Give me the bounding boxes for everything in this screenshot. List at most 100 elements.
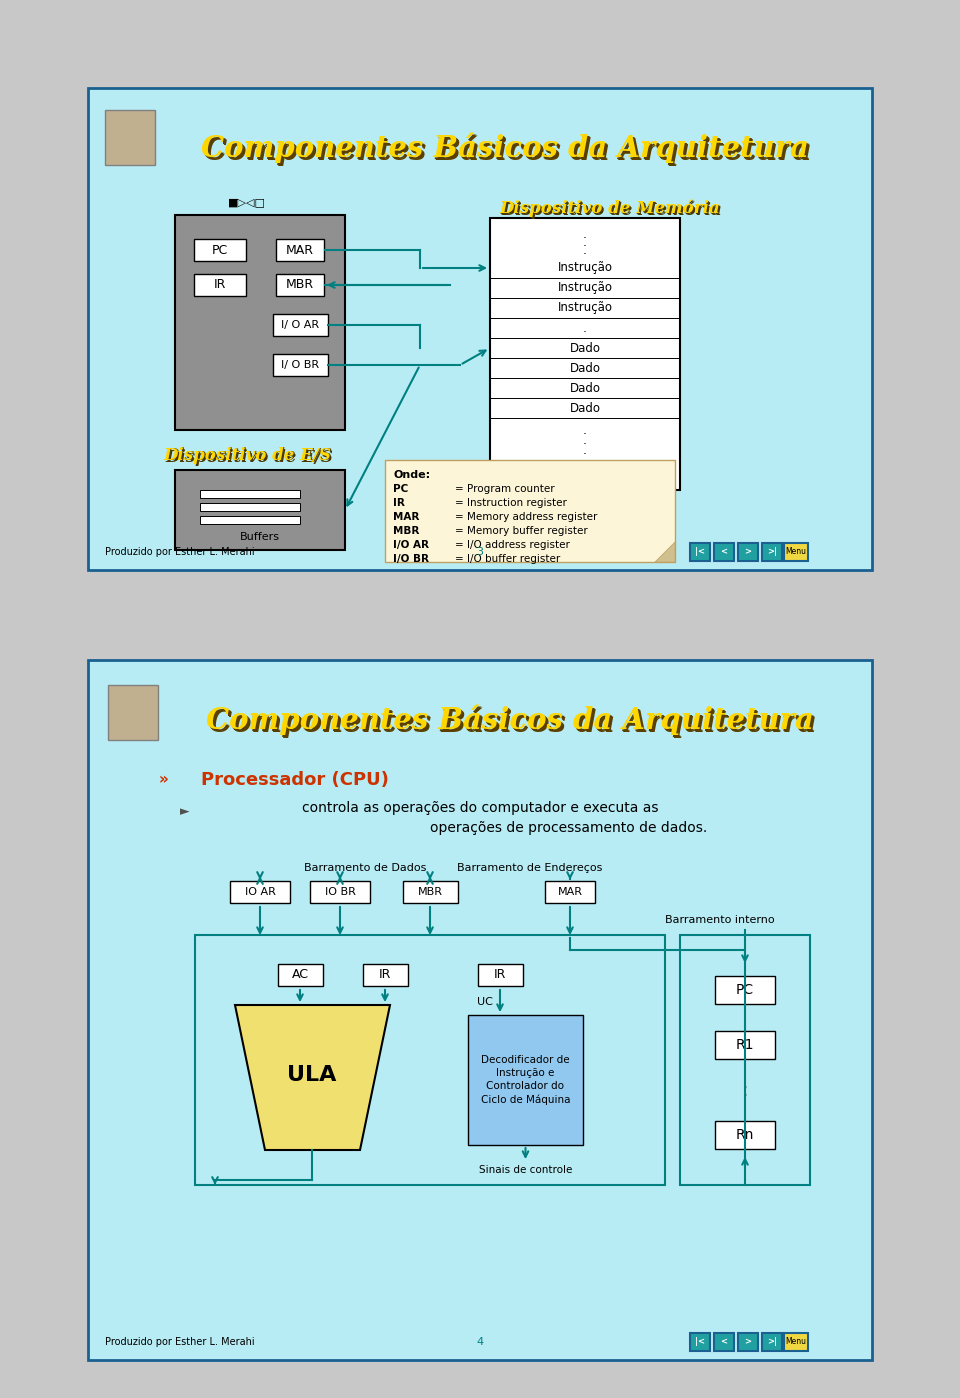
Text: Dispositivo de E/S: Dispositivo de E/S xyxy=(165,449,333,466)
Bar xyxy=(276,239,324,261)
Bar xyxy=(738,1334,758,1350)
Text: Rn: Rn xyxy=(735,1128,755,1142)
Text: Dado: Dado xyxy=(569,382,601,394)
Text: = Program counter: = Program counter xyxy=(455,484,555,493)
Text: Componentes Básicos da Arquitetura: Componentes Básicos da Arquitetura xyxy=(204,136,812,166)
Text: Componentes Básicos da Arquitetura: Componentes Básicos da Arquitetura xyxy=(209,707,817,738)
Bar xyxy=(490,218,680,491)
Polygon shape xyxy=(655,542,675,562)
Text: »: » xyxy=(158,773,168,787)
Text: MAR: MAR xyxy=(558,886,583,898)
Bar xyxy=(477,965,522,986)
Bar xyxy=(277,965,323,986)
Bar xyxy=(680,935,810,1186)
Bar xyxy=(194,274,246,296)
Text: .: . xyxy=(583,322,587,334)
Text: I/O BR: I/O BR xyxy=(393,554,429,563)
Text: PC: PC xyxy=(212,243,228,256)
Text: Dispositivo de Memória: Dispositivo de Memória xyxy=(500,200,721,218)
Bar xyxy=(200,503,300,512)
Bar xyxy=(88,660,872,1360)
Text: Componentes Básicos da Arquitetura: Componentes Básicos da Arquitetura xyxy=(204,134,811,165)
Text: R1: R1 xyxy=(735,1037,755,1053)
Text: Dispositivo de Memória: Dispositivo de Memória xyxy=(499,200,720,217)
Text: Decodificador de
Instrução e
Controlador do
Ciclo de Máquina: Decodificador de Instrução e Controlador… xyxy=(481,1055,570,1106)
Text: = Instruction register: = Instruction register xyxy=(455,498,566,507)
Bar xyxy=(230,881,290,903)
Bar xyxy=(105,110,155,165)
Text: PC: PC xyxy=(393,484,408,493)
Bar xyxy=(273,354,327,376)
Text: .: . xyxy=(583,443,587,457)
Bar xyxy=(690,542,710,561)
Bar xyxy=(273,315,327,336)
Text: Menu: Menu xyxy=(785,1338,806,1346)
Text: IO BR: IO BR xyxy=(324,886,355,898)
Text: = I/O buffer register: = I/O buffer register xyxy=(455,554,561,563)
Bar xyxy=(784,1334,808,1350)
Text: |<: |< xyxy=(695,1338,705,1346)
Bar xyxy=(276,274,324,296)
Text: Componentes Básicos da Arquitetura: Componentes Básicos da Arquitetura xyxy=(201,133,809,164)
Bar xyxy=(402,881,458,903)
Polygon shape xyxy=(235,1005,390,1151)
Bar xyxy=(108,685,158,740)
Text: .: . xyxy=(583,243,587,256)
Text: Onde:: Onde: xyxy=(393,470,430,480)
Bar xyxy=(200,516,300,524)
Text: >|: >| xyxy=(767,548,777,556)
Bar xyxy=(88,88,872,570)
Text: UC: UC xyxy=(477,997,492,1007)
Bar xyxy=(545,881,595,903)
Bar xyxy=(363,965,407,986)
Text: <: < xyxy=(721,1338,728,1346)
Bar xyxy=(690,1334,710,1350)
Text: Buffers: Buffers xyxy=(240,533,280,542)
Text: Componentes Básicos da Arquitetura: Componentes Básicos da Arquitetura xyxy=(206,705,814,735)
Text: MBR: MBR xyxy=(393,526,420,535)
Text: 4: 4 xyxy=(476,1336,484,1348)
Text: >|: >| xyxy=(767,1338,777,1346)
Bar xyxy=(715,1030,775,1060)
Text: Produzido por Esther L. Merahi: Produzido por Esther L. Merahi xyxy=(105,1336,254,1348)
Text: IR: IR xyxy=(493,969,506,981)
Bar xyxy=(200,491,300,498)
Text: |<: |< xyxy=(695,548,705,556)
Text: Menu: Menu xyxy=(785,548,806,556)
Text: >: > xyxy=(745,548,752,556)
Text: <: < xyxy=(721,548,728,556)
Bar xyxy=(714,542,734,561)
Text: Barramento de Dados: Barramento de Dados xyxy=(303,863,426,872)
Text: ULA: ULA xyxy=(287,1065,337,1085)
Text: Dado: Dado xyxy=(569,401,601,414)
Text: operações de processamento de dados.: operações de processamento de dados. xyxy=(430,821,708,835)
Bar xyxy=(784,542,808,561)
Bar xyxy=(310,881,370,903)
Bar xyxy=(762,542,782,561)
Text: Sinais de controle: Sinais de controle xyxy=(479,1165,572,1174)
Text: ■▷◁□: ■▷◁□ xyxy=(228,197,266,207)
Text: MAR: MAR xyxy=(286,243,314,256)
Text: Dispositivo de Memória: Dispositivo de Memória xyxy=(502,201,722,218)
Text: controla as operações do computador e executa as: controla as operações do computador e ex… xyxy=(301,801,659,815)
Text: Instrução: Instrução xyxy=(558,261,612,274)
Text: IR: IR xyxy=(393,498,405,507)
Text: I/ O BR: I/ O BR xyxy=(281,361,319,370)
Bar xyxy=(194,239,246,261)
Text: = Memory address register: = Memory address register xyxy=(455,512,597,521)
Text: I/O AR: I/O AR xyxy=(393,540,429,549)
Text: Processador (CPU): Processador (CPU) xyxy=(201,772,389,788)
Bar xyxy=(385,460,675,562)
Text: I/ O AR: I/ O AR xyxy=(281,320,319,330)
Text: Barramento de Endereços: Barramento de Endereços xyxy=(457,863,603,872)
Bar xyxy=(195,935,665,1186)
Text: IR: IR xyxy=(214,278,227,292)
Text: AC: AC xyxy=(292,969,308,981)
Text: PC: PC xyxy=(736,983,754,997)
Text: IR: IR xyxy=(379,969,391,981)
Text: .: . xyxy=(583,433,587,446)
Text: Dispositivo de E/S: Dispositivo de E/S xyxy=(163,446,331,464)
Bar xyxy=(175,215,345,431)
Text: MAR: MAR xyxy=(393,512,420,521)
Text: Instrução: Instrução xyxy=(558,281,612,295)
